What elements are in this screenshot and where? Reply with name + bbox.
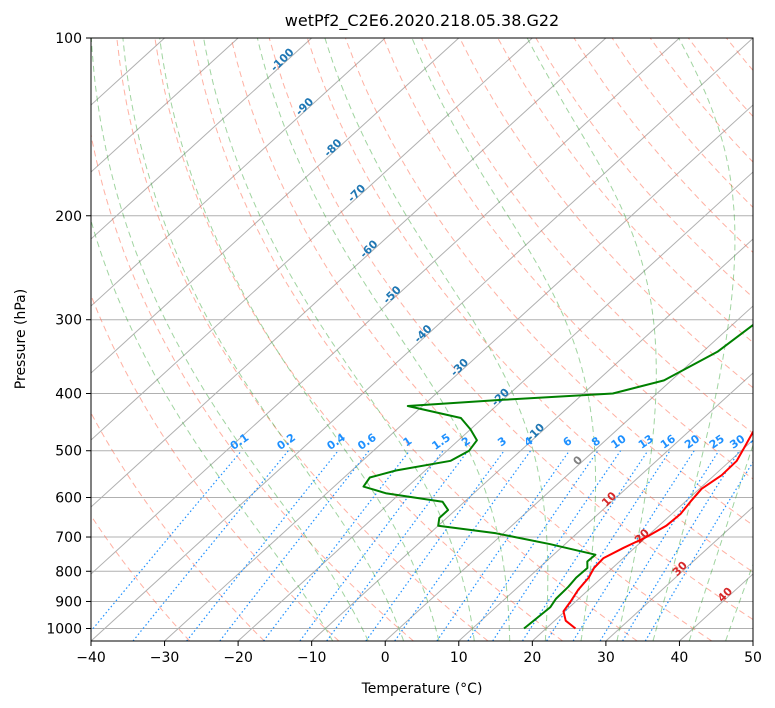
x-tick-label: 50 bbox=[744, 650, 762, 666]
mixing-ratio-line bbox=[622, 450, 740, 641]
moist-adiabat-line bbox=[91, 38, 369, 641]
y-tick-label: 1000 bbox=[46, 621, 82, 637]
temperature-profile bbox=[562, 429, 753, 630]
mixing-ratio-line bbox=[521, 450, 649, 641]
dry-adiabat-line bbox=[268, 38, 753, 621]
isotherm-line bbox=[91, 38, 386, 307]
y-tick-label: 300 bbox=[55, 313, 82, 329]
isotherm-line bbox=[91, 38, 460, 374]
x-tick-label: −30 bbox=[150, 650, 180, 666]
dry-adiabat-line bbox=[344, 38, 753, 526]
moist-adiabat-line bbox=[411, 38, 597, 641]
moist-adiabat-line bbox=[159, 38, 440, 641]
mixing-ratio-line bbox=[394, 450, 532, 641]
moist-adiabat-line bbox=[688, 443, 753, 641]
x-tick-label: 20 bbox=[523, 650, 541, 666]
mixing-ratio-line bbox=[546, 450, 671, 641]
mixing-ratio-line bbox=[299, 450, 444, 641]
isotherm-line bbox=[311, 238, 753, 641]
x-tick-label: 40 bbox=[671, 650, 689, 666]
y-axis-label: Pressure (hPa) bbox=[13, 289, 29, 389]
moist-adiabats bbox=[91, 38, 753, 641]
dry-adiabat-line bbox=[91, 514, 191, 641]
moist-adiabat-line bbox=[725, 563, 753, 641]
x-axis-label: Temperature (°C) bbox=[361, 681, 483, 697]
mixing-ratio-line bbox=[263, 450, 410, 641]
y-tick-label: 900 bbox=[55, 594, 82, 610]
dry-adiabat-line bbox=[230, 38, 713, 641]
isotherm-line bbox=[91, 38, 753, 641]
isobar-gridlines bbox=[91, 38, 753, 629]
mixing-ratio-line bbox=[599, 450, 720, 641]
y-tick-label: 800 bbox=[55, 564, 82, 580]
isotherm-line bbox=[458, 372, 753, 641]
mixing-ratio-line bbox=[326, 450, 469, 641]
isotherm-line bbox=[531, 439, 753, 641]
moist-adiabat-line bbox=[256, 38, 511, 641]
mixing-ratio-label: 36 bbox=[748, 432, 768, 452]
dry-adiabat-line bbox=[306, 38, 753, 573]
dry-adiabat-line bbox=[192, 38, 638, 641]
moist-adiabat-line bbox=[203, 38, 475, 641]
mixing-ratio-line bbox=[492, 450, 622, 641]
isotherm-line bbox=[384, 305, 753, 641]
isotherm-line bbox=[91, 38, 607, 508]
y-tick-label: 200 bbox=[55, 209, 82, 225]
dry-adiabat-line bbox=[154, 38, 563, 641]
y-tick-label: 100 bbox=[55, 31, 82, 47]
moist-adiabat-line bbox=[652, 38, 736, 641]
y-tick-label: 400 bbox=[55, 387, 82, 403]
isotherm-line bbox=[91, 38, 313, 240]
mixing-ratio-line bbox=[365, 450, 505, 641]
isotherm-line bbox=[237, 171, 753, 641]
x-tick-label: 0 bbox=[381, 650, 390, 666]
x-tick-label: −40 bbox=[76, 650, 106, 666]
y-tick-label: 500 bbox=[55, 444, 82, 460]
y-axis-ticks: 100 200 300 400 500 600 700 800 900 1000 bbox=[46, 31, 91, 637]
dry-adiabat-line bbox=[91, 411, 265, 641]
moist-adiabat-line bbox=[324, 38, 549, 641]
dry-adiabat-line bbox=[116, 38, 489, 641]
mixing-ratio-lines bbox=[91, 450, 753, 641]
isotherm-line bbox=[91, 38, 533, 441]
mixing-ratio-line bbox=[132, 450, 289, 641]
dewpoint-profile bbox=[362, 323, 753, 630]
moist-adiabat-line bbox=[91, 218, 334, 641]
isotherm-line bbox=[91, 38, 239, 173]
chart-title: wetPf2_C2E6.2020.218.05.38.G22 bbox=[285, 11, 559, 31]
x-tick-label: 10 bbox=[450, 650, 468, 666]
isotherm-line bbox=[164, 104, 753, 641]
mixing-ratio-line bbox=[436, 450, 570, 641]
plot-area: 0.10.20.40.611.52346810131620253036-100-… bbox=[91, 38, 768, 641]
x-axis-ticks: −40 −30 −20 −10 0 10 20 30 40 50 bbox=[76, 641, 762, 666]
isotherm-line bbox=[91, 38, 680, 575]
mixing-ratio-line bbox=[467, 450, 599, 641]
skewed-isotherm-gridlines bbox=[91, 38, 753, 641]
y-tick-label: 600 bbox=[55, 490, 82, 506]
sounding-series bbox=[362, 323, 753, 630]
x-tick-label: −20 bbox=[223, 650, 253, 666]
y-tick-label: 700 bbox=[55, 530, 82, 546]
dry-adiabat-line bbox=[91, 132, 414, 641]
moist-adiabat-line bbox=[122, 38, 405, 641]
x-tick-label: −10 bbox=[297, 650, 327, 666]
x-tick-label: 30 bbox=[597, 650, 615, 666]
isotherm-line bbox=[605, 506, 753, 641]
plot-frame bbox=[90, 37, 754, 642]
mixing-ratio-line bbox=[91, 450, 242, 632]
